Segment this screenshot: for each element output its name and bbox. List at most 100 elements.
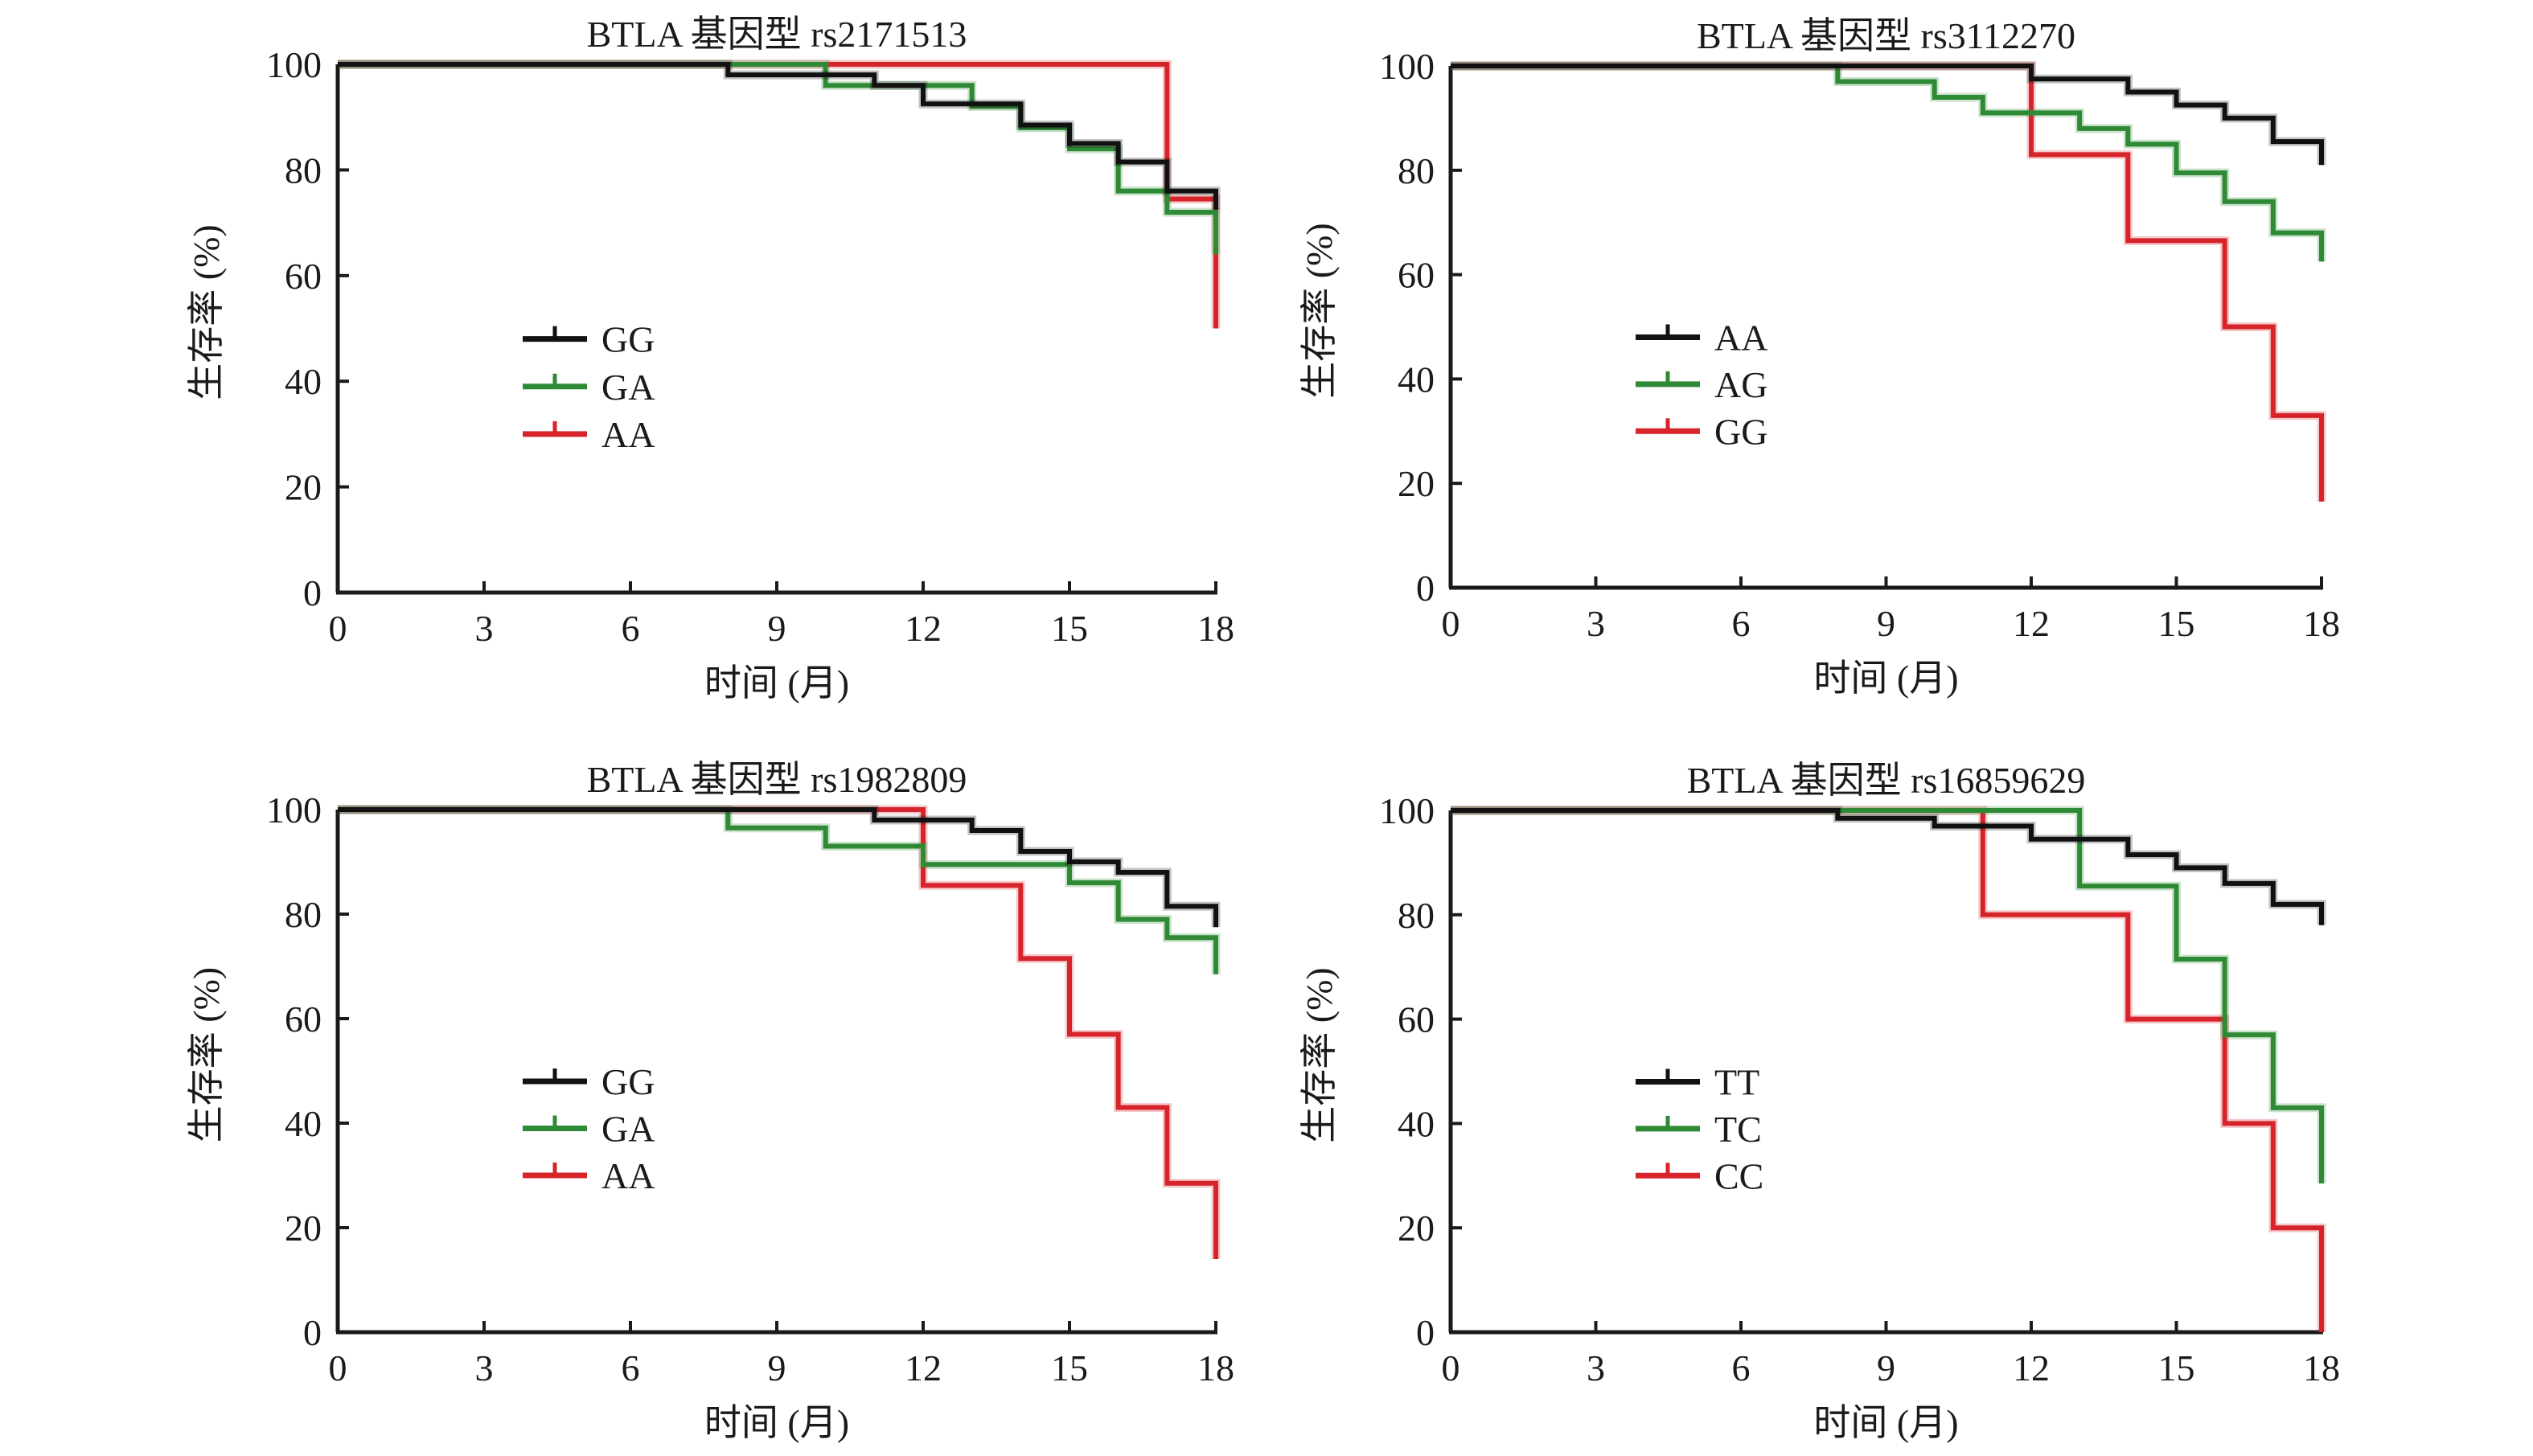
legend-label: AA: [1714, 317, 1767, 358]
x-tick-label: 18: [1197, 608, 1234, 649]
legend-label: GG: [601, 319, 655, 360]
x-tick-label: 0: [1442, 603, 1460, 644]
km-curve-halo-cc: [1451, 806, 2326, 1332]
chart-title: BTLA 基因型 rs2171513: [587, 14, 967, 55]
y-tick-label: 40: [285, 361, 322, 402]
x-tick-label: 3: [1587, 603, 1605, 644]
y-axis-label: 生存率 (%): [1299, 223, 1340, 398]
y-tick-label: 100: [1379, 46, 1435, 87]
y-tick-label: 80: [1398, 150, 1435, 191]
y-tick-label: 60: [285, 256, 322, 297]
km-curve-ag: [1451, 64, 2324, 262]
legend-item: GG: [523, 1061, 655, 1102]
legend-item: AG: [1636, 364, 1767, 405]
x-tick-label: 18: [2303, 1347, 2340, 1388]
x-tick-label: 0: [1442, 1347, 1460, 1388]
km-panel-4: BTLA 基因型 rs16859629 0 3 6 9 12 15 18 0 20 40 60 80 10…: [1299, 760, 2340, 1443]
x-axis-label: 时间 (月): [704, 662, 849, 703]
km-panel-2: BTLA 基因型 rs3112270 0 3 6 9 12 15 18 0 20 40 60 80 100…: [1299, 15, 2340, 699]
km-curve-halo-ag: [1451, 61, 2326, 262]
y-tick-label: 80: [285, 150, 322, 191]
x-tick-label: 3: [475, 1347, 494, 1388]
y-tick-label: 40: [285, 1103, 322, 1144]
y-tick-label: 80: [285, 894, 322, 935]
legend-item: AA: [523, 414, 655, 455]
x-tick-label: 18: [1197, 1347, 1234, 1388]
km-curve-halo-aa: [338, 59, 1221, 329]
km-curve-gg: [1451, 64, 2324, 502]
y-axis-label: 生存率 (%): [186, 224, 227, 400]
x-tick-label: 6: [1732, 1347, 1751, 1388]
km-curve-tc: [1451, 808, 2324, 1184]
x-axis-label: 时间 (月): [1813, 1402, 1958, 1443]
km-curve-gg: [338, 62, 1218, 210]
legend-item: CC: [1636, 1155, 1763, 1196]
km-curve-aa: [338, 62, 1218, 329]
legend-label: GG: [1714, 411, 1767, 452]
x-tick-label: 12: [2013, 1347, 2050, 1388]
km-curve-cc: [1451, 808, 2324, 1332]
x-tick-label: 12: [905, 1347, 942, 1388]
legend-label: GG: [601, 1061, 655, 1102]
x-tick-label: 9: [768, 608, 786, 649]
y-tick-label: 0: [303, 572, 322, 613]
x-tick-label: 0: [329, 608, 347, 649]
y-tick-label: 0: [1416, 568, 1435, 609]
x-axis-label: 时间 (月): [704, 1402, 849, 1443]
y-tick-label: 40: [1398, 1103, 1435, 1144]
x-tick-label: 9: [1877, 1347, 1895, 1388]
y-tick-label: 20: [285, 1208, 322, 1249]
y-tick-label: 20: [1398, 463, 1435, 504]
km-panel-1: BTLA 基因型 rs2171513 0 3 6 9 12 15 18 0 20 40 60 80 100…: [186, 14, 1234, 703]
legend-item: TC: [1636, 1109, 1762, 1150]
x-axis-label: 时间 (月): [1813, 658, 1958, 699]
legend-label: CC: [1714, 1155, 1763, 1196]
legend-label: AA: [601, 414, 655, 455]
km-curve-tt: [1451, 808, 2324, 925]
x-tick-label: 6: [622, 608, 640, 649]
km-curve-halo-gg: [1451, 61, 2326, 502]
y-axis-label: 生存率 (%): [186, 967, 227, 1142]
x-tick-label: 15: [1051, 608, 1088, 649]
x-tick-label: 9: [1877, 603, 1895, 644]
km-curve-ga: [338, 62, 1218, 255]
y-tick-label: 100: [266, 44, 322, 85]
y-tick-label: 60: [1398, 999, 1435, 1040]
legend: GG GA AA: [523, 1061, 655, 1196]
x-tick-label: 18: [2303, 603, 2340, 644]
km-curve-gg: [338, 807, 1218, 928]
x-tick-label: 12: [2013, 603, 2050, 644]
x-tick-label: 15: [1051, 1347, 1088, 1388]
y-tick-label: 100: [1379, 790, 1435, 831]
legend-item: GG: [1636, 411, 1767, 452]
km-curve-halo-ga: [338, 59, 1221, 255]
legend-item: AA: [523, 1155, 655, 1196]
y-tick-label: 60: [285, 999, 322, 1040]
y-tick-label: 60: [1398, 255, 1435, 296]
legend: GG GA AA: [523, 319, 655, 455]
km-curve-ga: [338, 807, 1218, 974]
legend-label: TT: [1714, 1061, 1759, 1102]
x-tick-label: 6: [1732, 603, 1751, 644]
x-tick-label: 12: [905, 608, 942, 649]
km-curve-aa: [338, 807, 1218, 1259]
km-curve-halo-ga: [338, 805, 1221, 974]
x-tick-label: 15: [2158, 1347, 2195, 1388]
legend-label: GA: [601, 1109, 655, 1150]
km-curve-aa: [1451, 64, 2324, 166]
x-tick-label: 6: [622, 1347, 640, 1388]
x-tick-label: 15: [2158, 603, 2195, 644]
y-tick-label: 40: [1398, 359, 1435, 400]
legend: TT TC CC: [1636, 1061, 1763, 1196]
legend-label: GA: [601, 367, 655, 408]
y-tick-label: 20: [1398, 1208, 1435, 1249]
chart-title: BTLA 基因型 rs1982809: [587, 759, 967, 800]
km-curve-halo-gg: [338, 59, 1221, 210]
y-tick-label: 20: [285, 467, 322, 508]
legend-label: TC: [1714, 1109, 1762, 1150]
y-tick-label: 0: [1416, 1312, 1435, 1353]
y-tick-label: 80: [1398, 895, 1435, 936]
y-tick-label: 100: [266, 790, 322, 831]
legend-item: GG: [523, 319, 655, 360]
